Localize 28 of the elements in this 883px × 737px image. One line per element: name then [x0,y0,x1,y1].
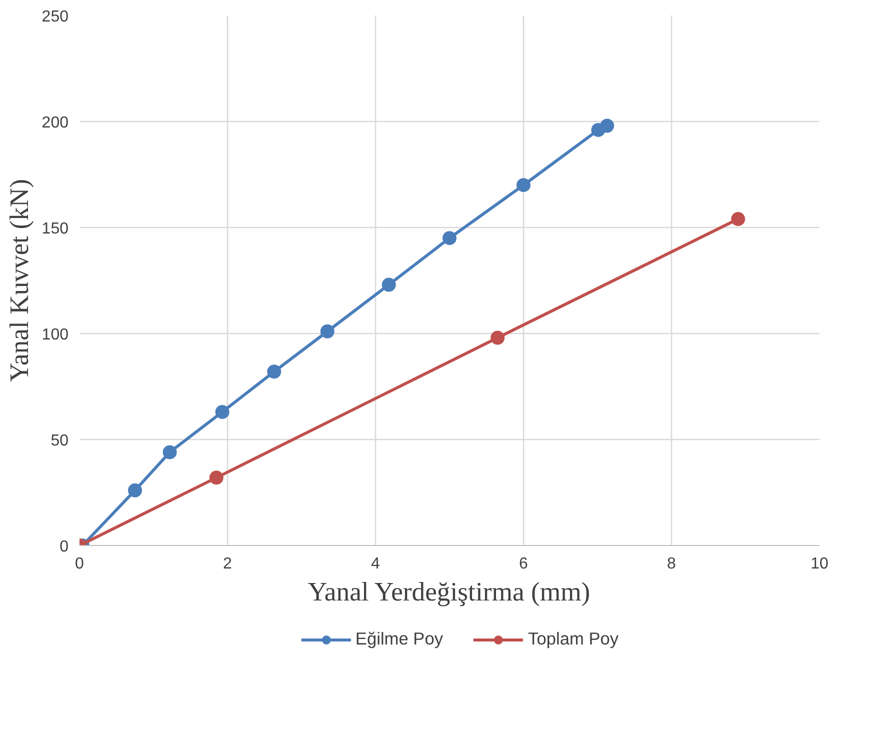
legend-label: Eğilme Poy [355,628,444,650]
point [600,118,614,133]
y-tick-label: 100 [42,326,69,344]
y-tick-label: 50 [50,432,69,450]
x-axis-title: Yanal Yerdeğiştirma (mm) [308,576,590,606]
point [267,364,282,379]
point [215,404,230,419]
point [162,445,177,460]
point [128,483,142,498]
point [209,470,224,485]
point [731,212,746,226]
point [320,324,334,338]
x-tick-label: 2 [223,556,232,572]
x-tick-label: 0 [75,556,84,572]
y-tick-label: 150 [42,220,69,238]
y-tick-label: 250 [42,8,69,26]
point [490,330,505,345]
x-tick-label: 6 [519,556,528,572]
y-tick-label: 0 [60,538,69,556]
y-tick-label: 200 [42,114,69,132]
point [382,278,396,292]
y-axis-title: Yanal Kuvvet (kN) [4,178,34,382]
point [516,178,530,192]
legend-label: Toplam Poy [528,628,619,650]
x-tick-label: 10 [810,556,828,572]
point [442,231,456,246]
x-tick-label: 4 [371,556,380,572]
x-tick-label: 8 [667,556,676,572]
